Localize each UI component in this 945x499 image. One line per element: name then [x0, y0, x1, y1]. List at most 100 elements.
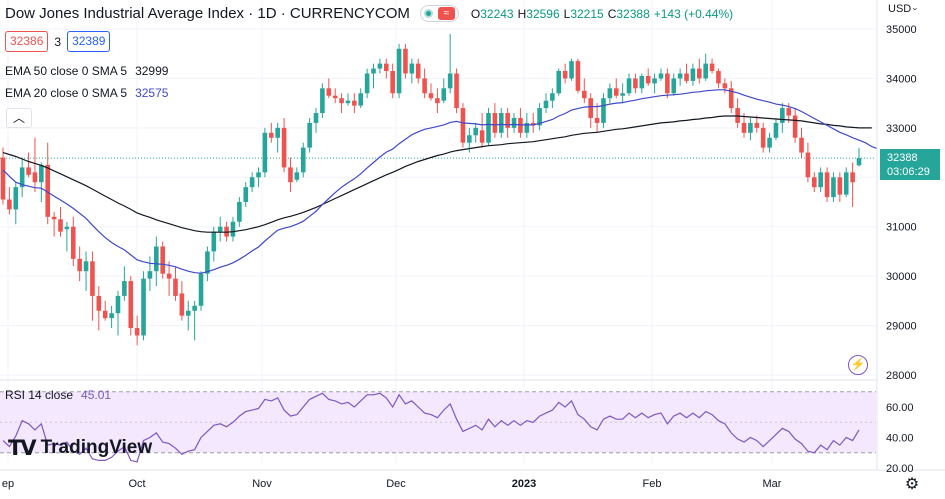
- gear-icon[interactable]: ⚙: [904, 476, 920, 493]
- price-axis-panel: [877, 0, 945, 499]
- candle-body: [147, 271, 153, 279]
- candle-body: [671, 78, 677, 94]
- ohlc-values: O 32243 H 32596 L 32215 C 32388 +143 (+0.44%…: [471, 7, 733, 21]
- candle-body: [658, 73, 664, 79]
- candle-body: [179, 293, 185, 316]
- candle-body: [134, 328, 140, 336]
- candle-body: [173, 278, 178, 296]
- currency-selector[interactable]: USD›: [888, 3, 921, 15]
- price-tick-label: 30000: [886, 271, 917, 283]
- candle-body: [454, 73, 459, 109]
- candle-body: [831, 177, 836, 198]
- candle-body: [511, 117, 517, 128]
- candle-body: [77, 258, 82, 272]
- ema20-legend[interactable]: EMA 20 close 0 SMA 5 32575: [5, 86, 168, 100]
- rsi-line: [2, 392, 860, 463]
- candle-body: [294, 172, 300, 180]
- open-value: 32243: [480, 6, 514, 21]
- candle-body: [824, 172, 830, 198]
- candle-body: [371, 68, 376, 74]
- candles-layer: [0, 33, 862, 346]
- rsi-legend[interactable]: RSI 14 close 45.01: [5, 388, 111, 402]
- candle-body: [307, 122, 312, 148]
- low-value: 32215: [570, 6, 604, 21]
- brand-name: TradingView: [40, 437, 153, 458]
- countdown-timer: 03:06:29: [887, 166, 930, 178]
- candle-body: [39, 164, 44, 183]
- candle-body: [665, 73, 670, 94]
- ema50-line: [2, 115, 872, 233]
- lightning-icon[interactable]: ⚡: [848, 355, 868, 375]
- candle-body: [569, 61, 574, 79]
- candle-body: [703, 63, 708, 79]
- price-tick-label: 34000: [886, 73, 917, 85]
- time-tick-label: Oct: [128, 478, 145, 490]
- candle-body: [684, 73, 689, 81]
- candle-body: [19, 167, 25, 188]
- candle-body: [198, 273, 204, 306]
- candle-body: [0, 157, 6, 200]
- price-tick-label: 28000: [886, 370, 917, 382]
- rsi-tick-label: 60.00: [886, 402, 914, 414]
- candle-body: [748, 122, 753, 133]
- candle-body: [613, 88, 619, 96]
- candle-body: [811, 177, 817, 188]
- candle-body: [326, 88, 332, 96]
- candle-body: [760, 127, 766, 148]
- candle-body: [709, 63, 715, 72]
- market-status[interactable]: ≈: [419, 5, 459, 22]
- candle-body: [843, 172, 849, 195]
- candle-body: [562, 71, 568, 79]
- high-label: H: [517, 6, 527, 21]
- candle-body: [192, 305, 197, 311]
- candle-body: [460, 108, 466, 143]
- candle-body: [109, 313, 114, 319]
- candle-body: [345, 100, 351, 104]
- candle-body: [728, 88, 734, 109]
- candle-body: [281, 127, 287, 168]
- candle-body: [805, 152, 811, 178]
- last-price-tag: 32388 03:06:29: [880, 149, 940, 180]
- price-tick-label: 33000: [886, 123, 917, 135]
- candle-body: [45, 164, 51, 217]
- ema50-value: 32999: [135, 64, 169, 78]
- ema50-legend[interactable]: EMA 50 close 0 SMA 5 32999: [5, 64, 168, 78]
- candle-body: [217, 226, 223, 232]
- candle-body: [428, 93, 434, 99]
- candle-body: [754, 122, 760, 128]
- candle-body: [122, 281, 127, 296]
- candle-body: [300, 147, 306, 173]
- close-label: C: [607, 6, 617, 21]
- chart-header: Dow Jones Industrial Average Index · 1D …: [5, 5, 733, 22]
- candle-body: [415, 63, 421, 79]
- close-value: 32388: [616, 6, 650, 21]
- candle-body: [837, 177, 843, 195]
- candle-body: [141, 278, 146, 336]
- candle-body: [537, 108, 542, 126]
- symbol-title[interactable]: Dow Jones Industrial Average Index · 1D …: [5, 5, 410, 22]
- candle-body: [7, 199, 12, 210]
- candle-body: [716, 71, 721, 84]
- ema50-label: EMA 50 close 0 SMA 5: [5, 64, 128, 78]
- candle-body: [633, 78, 638, 89]
- candle-body: [856, 158, 862, 166]
- grid-lines: [0, 0, 945, 463]
- tradingview-logo-icon: TV: [8, 436, 37, 460]
- high-value: 32596: [526, 6, 560, 21]
- time-tick-label: Feb: [643, 478, 662, 490]
- candle-body: [262, 132, 268, 173]
- rsi-band: [0, 391, 876, 454]
- collapse-legend-button[interactable]: ︿: [6, 108, 32, 128]
- change-value: +143 (+0.44%): [653, 6, 734, 21]
- candle-body: [498, 113, 504, 133]
- ema20-line: [2, 89, 879, 274]
- sell-price-button[interactable]: 32386: [5, 31, 49, 52]
- candle-body: [780, 108, 785, 123]
- candle-body: [64, 226, 70, 230]
- low-label: L: [563, 6, 571, 21]
- candle-body: [652, 78, 657, 84]
- tradingview-brand[interactable]: TV TradingView: [8, 436, 152, 460]
- buy-price-button[interactable]: 32389: [67, 31, 111, 52]
